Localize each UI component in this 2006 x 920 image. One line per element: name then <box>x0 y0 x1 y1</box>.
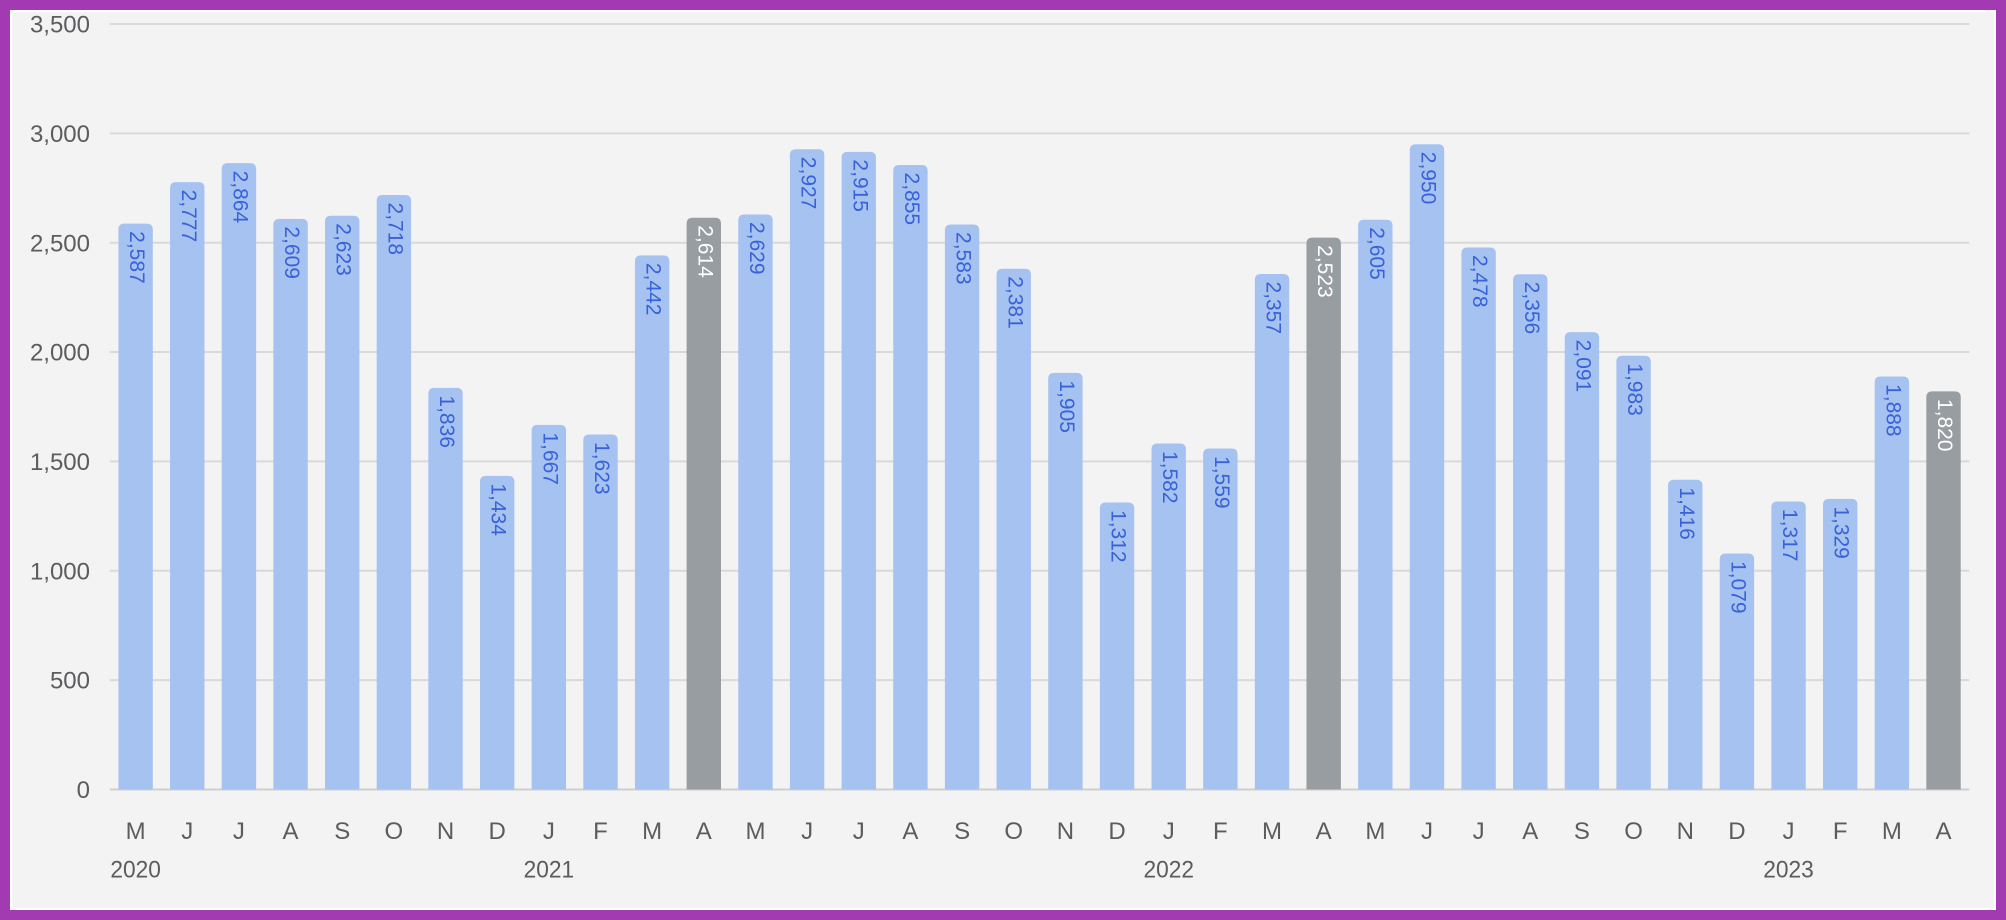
svg-text:0: 0 <box>77 777 90 804</box>
svg-text:2,523: 2,523 <box>1313 245 1336 298</box>
svg-text:1,667: 1,667 <box>538 432 561 485</box>
svg-text:2023: 2023 <box>1763 857 1814 884</box>
svg-text:S: S <box>1574 818 1590 845</box>
svg-text:2,478: 2,478 <box>1468 255 1491 308</box>
svg-text:2,950: 2,950 <box>1416 152 1439 205</box>
svg-text:2,357: 2,357 <box>1262 281 1285 334</box>
svg-text:S: S <box>954 818 970 845</box>
svg-text:A: A <box>1522 818 1538 845</box>
svg-text:M: M <box>745 818 765 845</box>
svg-text:F: F <box>593 818 608 845</box>
svg-text:N: N <box>437 818 454 845</box>
svg-text:J: J <box>181 818 193 845</box>
svg-text:2,587: 2,587 <box>125 231 148 284</box>
svg-text:1,836: 1,836 <box>435 395 458 448</box>
svg-text:1,329: 1,329 <box>1830 506 1853 559</box>
svg-text:1,582: 1,582 <box>1158 451 1181 504</box>
svg-text:2021: 2021 <box>524 857 575 884</box>
svg-text:2,500: 2,500 <box>30 230 90 257</box>
svg-text:2,583: 2,583 <box>952 232 975 285</box>
svg-text:2,915: 2,915 <box>848 159 871 212</box>
svg-text:2,442: 2,442 <box>642 263 665 316</box>
svg-text:A: A <box>696 818 712 845</box>
svg-text:J: J <box>233 818 245 845</box>
svg-text:1,000: 1,000 <box>30 558 90 585</box>
svg-text:O: O <box>385 818 404 845</box>
svg-text:D: D <box>489 818 506 845</box>
svg-text:2,000: 2,000 <box>30 340 90 367</box>
svg-text:F: F <box>1213 818 1228 845</box>
svg-text:J: J <box>1421 818 1433 845</box>
svg-text:3,500: 3,500 <box>30 12 90 39</box>
svg-text:2,718: 2,718 <box>383 203 406 256</box>
svg-text:1,434: 1,434 <box>487 483 510 536</box>
svg-text:2,605: 2,605 <box>1365 227 1388 280</box>
svg-text:A: A <box>1316 818 1332 845</box>
svg-text:2020: 2020 <box>110 857 161 884</box>
svg-text:2,623: 2,623 <box>332 223 355 276</box>
svg-text:1,312: 1,312 <box>1107 510 1130 563</box>
svg-text:1,905: 1,905 <box>1055 380 1078 433</box>
svg-text:M: M <box>642 818 662 845</box>
svg-text:2,777: 2,777 <box>177 190 200 243</box>
svg-text:1,888: 1,888 <box>1881 384 1904 437</box>
svg-text:2,864: 2,864 <box>228 171 251 224</box>
svg-text:1,623: 1,623 <box>590 442 613 495</box>
svg-text:2,381: 2,381 <box>1003 276 1026 329</box>
svg-text:M: M <box>126 818 146 845</box>
svg-text:M: M <box>1262 818 1282 845</box>
svg-text:1,416: 1,416 <box>1675 487 1698 540</box>
svg-text:F: F <box>1833 818 1848 845</box>
svg-text:500: 500 <box>50 668 90 695</box>
svg-text:J: J <box>801 818 813 845</box>
svg-text:2,356: 2,356 <box>1520 282 1543 335</box>
svg-text:N: N <box>1057 818 1074 845</box>
svg-text:1,559: 1,559 <box>1210 456 1233 509</box>
svg-text:2022: 2022 <box>1143 857 1194 884</box>
svg-text:1,079: 1,079 <box>1726 561 1749 614</box>
svg-text:2,927: 2,927 <box>797 157 820 210</box>
svg-text:2,855: 2,855 <box>900 173 923 226</box>
svg-text:2,614: 2,614 <box>693 225 716 278</box>
svg-text:M: M <box>1882 818 1902 845</box>
svg-text:J: J <box>1473 818 1485 845</box>
svg-text:1,500: 1,500 <box>30 449 90 476</box>
svg-text:1,317: 1,317 <box>1778 509 1801 562</box>
svg-text:2,609: 2,609 <box>280 226 303 279</box>
svg-text:O: O <box>1624 818 1643 845</box>
svg-text:S: S <box>334 818 350 845</box>
svg-text:J: J <box>853 818 865 845</box>
svg-text:A: A <box>1936 818 1952 845</box>
svg-text:N: N <box>1677 818 1694 845</box>
svg-text:O: O <box>1004 818 1023 845</box>
svg-text:A: A <box>283 818 299 845</box>
svg-text:1,820: 1,820 <box>1933 399 1956 452</box>
svg-text:2,629: 2,629 <box>745 222 768 275</box>
svg-text:A: A <box>902 818 918 845</box>
svg-text:M: M <box>1365 818 1385 845</box>
svg-text:J: J <box>1783 818 1795 845</box>
svg-text:D: D <box>1108 818 1125 845</box>
svg-text:J: J <box>1163 818 1175 845</box>
svg-text:D: D <box>1728 818 1745 845</box>
svg-text:2,091: 2,091 <box>1571 340 1594 393</box>
svg-text:J: J <box>543 818 555 845</box>
svg-text:1,983: 1,983 <box>1623 363 1646 416</box>
svg-text:3,000: 3,000 <box>30 121 90 148</box>
